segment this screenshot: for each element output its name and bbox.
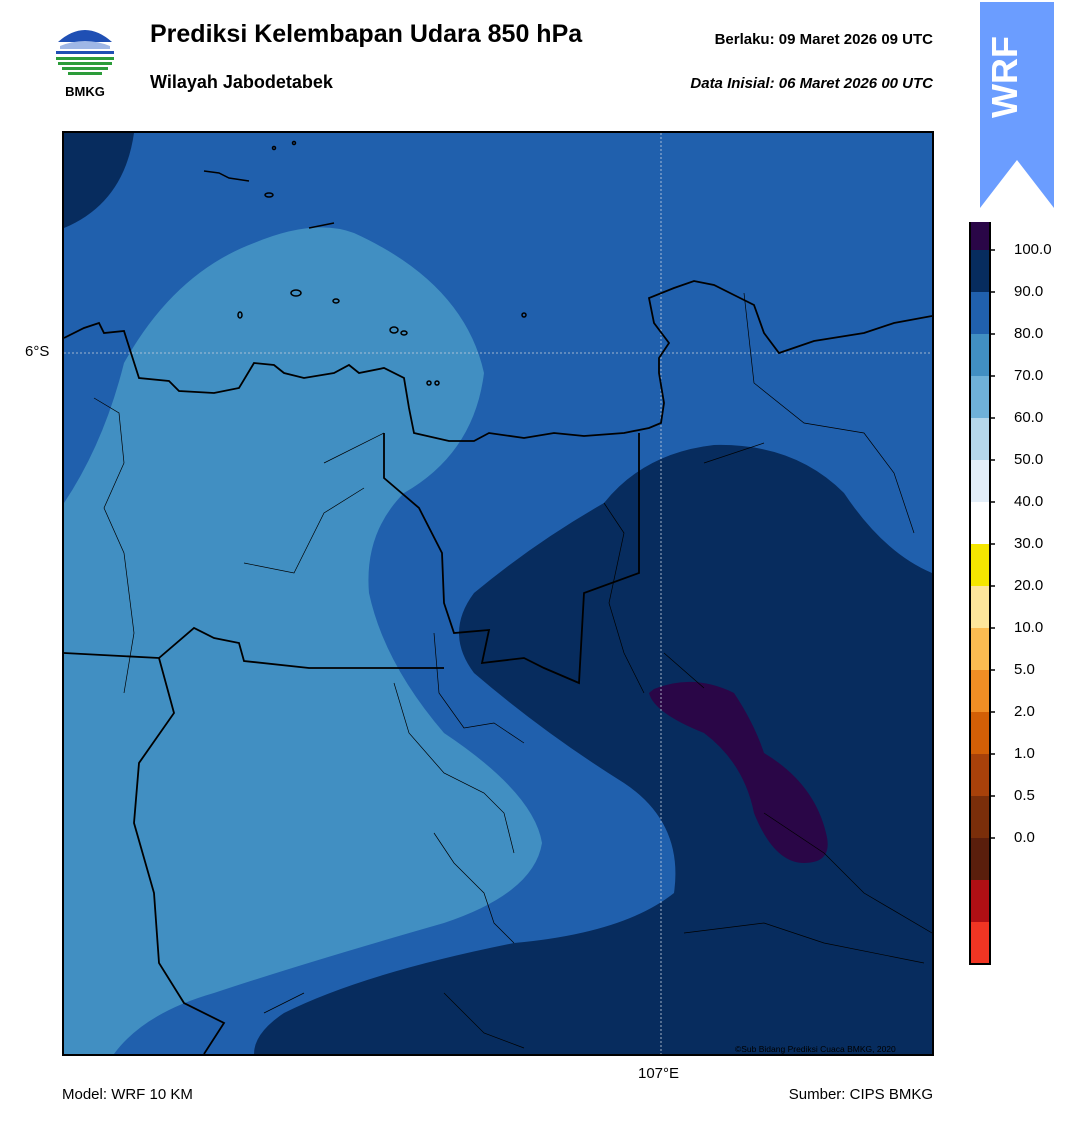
- logo-text: BMKG: [65, 84, 105, 99]
- wrf-badge: WRF: [980, 2, 1054, 208]
- valid-time: Berlaku: 09 Maret 2026 09 UTC: [714, 31, 933, 48]
- colorbar-segment: [970, 544, 990, 586]
- colorbar-tick-label: 0.5: [1014, 787, 1035, 804]
- colorbar-segment: [970, 628, 990, 670]
- source-label: Sumber: CIPS BMKG: [788, 1086, 933, 1103]
- province-border: [383, 433, 640, 685]
- colorbar-segment: [970, 292, 990, 334]
- colorbar-segment: [970, 250, 990, 292]
- colorbar-tick-label: 0.0: [1014, 829, 1035, 846]
- colorbar-segment: [970, 418, 990, 460]
- province-border-3: [133, 657, 226, 1054]
- colorbar-segment: [970, 502, 990, 544]
- map-title: Prediksi Kelembapan Udara 850 hPa: [150, 20, 583, 48]
- colorbar-tick-label: 20.0: [1014, 577, 1044, 594]
- colorbar-segment: [970, 376, 990, 418]
- colorbar-segment: [970, 460, 990, 502]
- colorbar-tick-label: 80.0: [1014, 325, 1044, 342]
- colorbar-segment: [970, 880, 990, 922]
- colorbar-tick-label: 90.0: [1014, 283, 1044, 300]
- colorbar-tick-label: 70.0: [1014, 367, 1044, 384]
- province-border-2: [64, 626, 444, 669]
- colorbar-tick-label: 60.0: [1014, 409, 1044, 426]
- colorbar-segment: [970, 838, 990, 880]
- district-borders: [93, 292, 932, 1049]
- colorbar-segment: [970, 754, 990, 796]
- coastline: [64, 280, 932, 442]
- colorbar-tick-label: 10.0: [1014, 619, 1044, 636]
- map-subtitle: Wilayah Jabodetabek: [150, 72, 333, 92]
- colorbar-tick-label: 2.0: [1014, 703, 1035, 720]
- colorbar-segment: [970, 796, 990, 838]
- model-label: Model: WRF 10 KM: [62, 1086, 193, 1103]
- humidity-zone-100: [649, 681, 828, 863]
- colorbar-segment: [970, 670, 990, 712]
- colorbar-tick-label: 100.0: [1014, 241, 1052, 258]
- colorbar-tick-label: 30.0: [1014, 535, 1044, 552]
- colorbar-segment: [970, 712, 990, 754]
- colorbar-segment: [970, 922, 990, 964]
- colorbar-tick-label: 50.0: [1014, 451, 1044, 468]
- thousand-islands: [203, 140, 527, 386]
- initial-time: Data Inisial: 06 Maret 2026 00 UTC: [690, 75, 933, 92]
- lat-label: 6°S: [25, 343, 50, 360]
- bmkg-logo: [52, 20, 118, 102]
- colorbar-segment: [970, 208, 990, 250]
- colorbar-segment: [970, 586, 990, 628]
- colorbar-tick-label: 5.0: [1014, 661, 1035, 678]
- copyright-text: ©Sub Bidang Prediksi Cuaca BMKG, 2020: [735, 1044, 896, 1054]
- humidity-zone-90-100: [254, 444, 932, 1054]
- humidity-map: [62, 131, 934, 1056]
- colorbar-tick-label: 40.0: [1014, 493, 1044, 510]
- colorbar-tick-label: 1.0: [1014, 745, 1035, 762]
- colorbar-segment: [970, 334, 990, 376]
- lon-label: 107°E: [638, 1065, 680, 1082]
- humidity-zone-90-100-corner: [64, 133, 134, 228]
- wrf-label: WRF: [984, 36, 1025, 118]
